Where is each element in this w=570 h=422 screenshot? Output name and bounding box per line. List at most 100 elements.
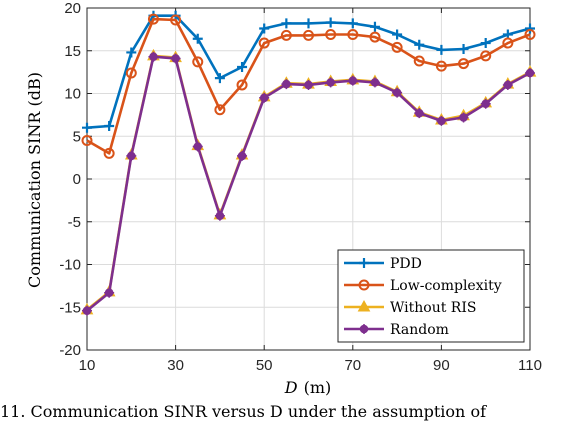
data-point: [347, 18, 358, 29]
x-tick-label: 110: [518, 357, 542, 374]
data-point-cross: [192, 141, 203, 152]
y-tick-label: -20: [59, 342, 81, 359]
legend-label: PDD: [390, 256, 422, 272]
data-point-cross: [303, 79, 314, 90]
legend-box: [337, 249, 525, 343]
data-point: [281, 18, 292, 29]
data-point: [103, 147, 115, 159]
data-point: [81, 135, 93, 147]
data-point-cross: [359, 324, 369, 334]
data-point: [391, 41, 403, 53]
data-point: [458, 44, 469, 55]
data-point: [435, 60, 447, 72]
data-point: [237, 61, 248, 72]
data-point: [303, 29, 314, 41]
figure-caption: 11. Communication SINR versus D under th…: [0, 402, 486, 421]
y-tick-label: 0: [73, 171, 81, 188]
data-point-cross: [237, 150, 248, 161]
y-tick-label: -15: [59, 299, 81, 316]
legend-item: Random: [344, 322, 449, 338]
data-point: [236, 79, 248, 91]
data-point: [259, 23, 270, 34]
data-point: [347, 29, 359, 41]
data-point-cross: [502, 79, 513, 90]
data-point: [359, 258, 369, 268]
data-point-cross: [458, 112, 469, 123]
series-layer: [80, 10, 537, 316]
legend-item: Without RIS: [344, 299, 476, 316]
data-point: [325, 29, 337, 41]
x-tick-label: 70: [344, 357, 361, 374]
y-tick-label: 10: [64, 86, 81, 103]
data-point: [369, 31, 381, 43]
x-axis-unit: (m): [304, 378, 332, 397]
data-point-cross: [347, 75, 358, 86]
axis-ticks: 10 30 50 70 90 110 -20 -15 -10 -5 0 5 10 15 20: [59, 0, 542, 374]
data-point-cross: [525, 67, 535, 78]
y-tick-label: 5: [73, 128, 81, 145]
x-tick-label: 50: [256, 357, 273, 374]
data-point: [170, 14, 182, 26]
x-tick-label: 90: [433, 357, 450, 374]
data-point: [125, 67, 137, 79]
data-point: [192, 56, 204, 68]
data-point-cross: [414, 108, 425, 119]
data-point: [214, 73, 225, 84]
data-point: [524, 29, 536, 41]
y-tick-label: -5: [68, 214, 81, 231]
data-point: [214, 104, 226, 116]
data-point: [357, 299, 371, 312]
data-point: [82, 122, 92, 133]
data-point: [480, 38, 491, 49]
series-pdd: [82, 10, 535, 133]
data-point-cross: [281, 79, 292, 90]
legend-label: Without RIS: [390, 300, 476, 316]
data-point-cross: [369, 77, 380, 88]
x-axis-label: D (m): [284, 378, 331, 397]
data-point: [369, 21, 380, 32]
data-point: [192, 33, 203, 44]
data-point-cross: [126, 150, 137, 161]
data-point-cross: [325, 77, 336, 88]
data-point: [104, 120, 115, 131]
legend-label: Low-complexity: [390, 278, 502, 294]
series-line: [86, 17, 531, 155]
x-axis-variable: D: [284, 378, 298, 397]
data-point: [525, 23, 535, 34]
data-point-cross: [436, 115, 447, 126]
data-point: [502, 37, 514, 49]
legend-item: PDD: [344, 256, 422, 272]
legend-label: Random: [390, 322, 449, 338]
data-point-cross: [104, 287, 115, 298]
data-point-cross: [214, 210, 225, 221]
data-point: [147, 13, 159, 25]
data-point-cross: [148, 51, 159, 62]
y-axis-label: Communication SINR (dB): [25, 72, 44, 288]
data-point: [126, 47, 137, 58]
data-point: [413, 55, 425, 67]
series-random: [82, 51, 535, 316]
legend: PDD Low-complexity Without RIS Random: [337, 249, 525, 343]
data-point-cross: [259, 92, 270, 103]
data-point: [303, 18, 314, 29]
data-point: [458, 58, 470, 70]
series-low-complexity: [81, 13, 536, 159]
sinr-line-chart: 10 30 50 70 90 110 -20 -15 -10 -5 0 5 10 15 20 Communi…: [25, 0, 542, 397]
x-tick-label: 10: [79, 357, 96, 374]
data-point: [392, 29, 403, 40]
data-point: [480, 50, 492, 62]
data-point: [414, 39, 425, 50]
legend-item: Low-complexity: [344, 278, 502, 294]
y-tick-label: -10: [59, 257, 81, 274]
data-point: [436, 44, 447, 55]
data-point-cross: [170, 53, 181, 64]
data-point: [258, 37, 270, 49]
data-point: [280, 29, 292, 41]
data-point: [358, 279, 370, 291]
y-tick-label: 15: [64, 43, 81, 60]
x-tick-label: 30: [167, 357, 184, 374]
data-point-cross: [82, 305, 92, 316]
data-point-cross: [480, 98, 491, 109]
data-point-cross: [392, 87, 403, 98]
data-point: [325, 17, 336, 28]
